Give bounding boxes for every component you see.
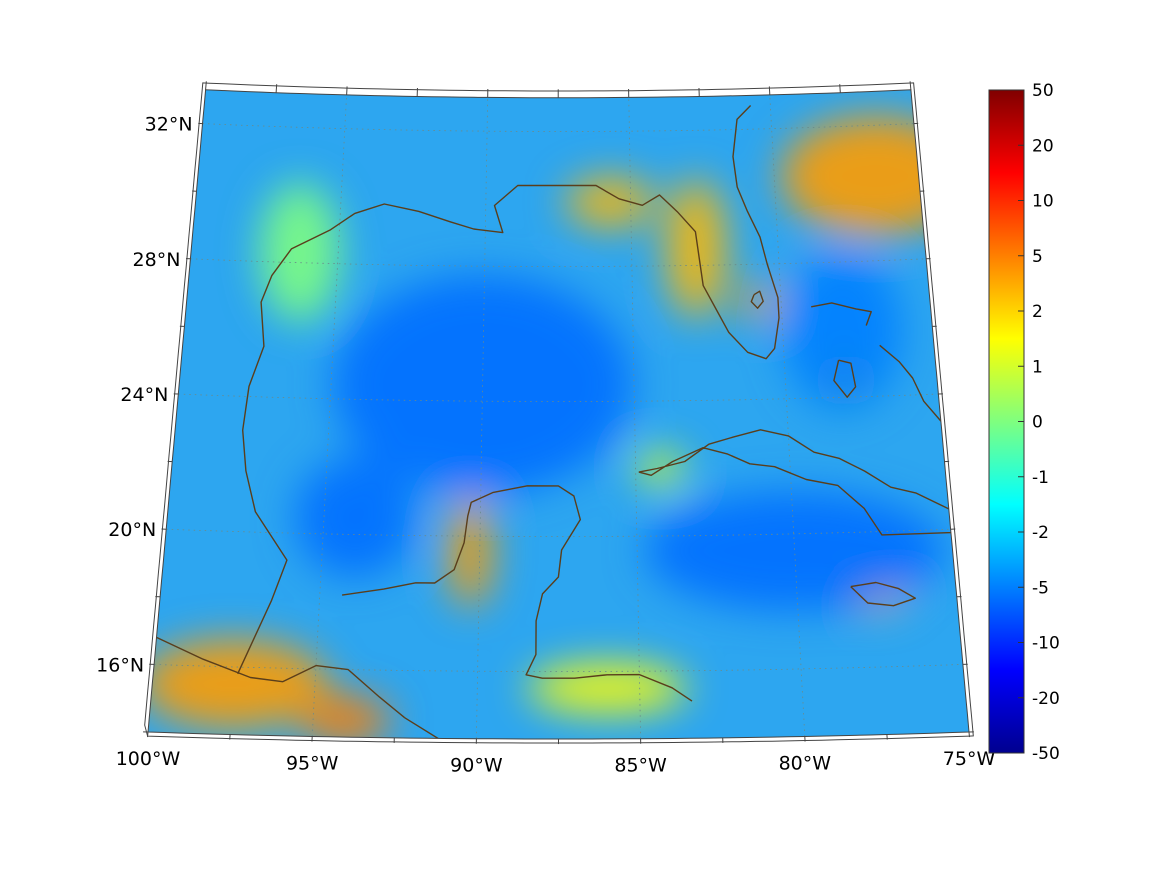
data-field — [148, 89, 969, 740]
coastline-mexico-pacific-coast — [156, 636, 406, 719]
lon-label: 100°W — [116, 748, 181, 770]
colorbar-label: 5 — [1032, 247, 1043, 267]
field-warm-lake-okeechobee — [739, 283, 776, 320]
field-warm-texas-coast — [259, 182, 340, 323]
colorbar-label: 10 — [1032, 192, 1054, 212]
latitude-labels: 32°N 28°N 24°N 20°N 16°N — [96, 114, 192, 677]
field-warm-honduras — [527, 663, 688, 714]
field-warm-yucatan-west — [448, 498, 493, 609]
lat-label: 28°N — [133, 249, 181, 271]
meridian-line — [476, 97, 489, 739]
colorbar-label: 20 — [1032, 136, 1054, 156]
field-cool-bay-of-campeche — [295, 457, 416, 578]
colorbar-label: 50 — [1032, 81, 1054, 101]
colorbar-label: 0 — [1032, 413, 1043, 433]
graticule — [148, 89, 969, 739]
lat-label: 24°N — [120, 384, 168, 406]
coastline-bahamas-east — [879, 344, 942, 422]
frame-tick — [205, 81, 207, 90]
colorbar-label: -50 — [1032, 744, 1060, 764]
colorbar-label: -5 — [1032, 578, 1049, 598]
colorbar-label: -20 — [1032, 689, 1060, 709]
coastline-andros — [833, 359, 857, 398]
field-warm-panhandle — [565, 177, 656, 228]
lat-label: 20°N — [108, 519, 156, 541]
field-warm-tehuantepec — [300, 695, 391, 740]
coastline-gulf-coast — [237, 105, 780, 675]
field-cool-atlantic-east — [782, 249, 903, 410]
frame-tick — [275, 84, 278, 93]
frame-tick — [839, 84, 841, 93]
coastline-central-america-pacific — [404, 717, 543, 740]
lon-label: 75°W — [943, 748, 996, 770]
longitude-labels: 100°W 95°W 90°W 85°W 80°W 75°W — [116, 748, 996, 777]
frame-tick — [909, 81, 912, 90]
colorbar-label: 1 — [1032, 357, 1043, 377]
lat-label: 16°N — [96, 654, 144, 676]
frame-ticks — [143, 81, 974, 745]
meridian-line — [628, 97, 641, 739]
coastline-yucatan — [342, 485, 693, 702]
field-warm-pacific-mexico — [148, 638, 329, 729]
colorbar-label: 2 — [1032, 302, 1043, 322]
lon-label: 90°W — [450, 755, 503, 777]
parallel-line — [178, 393, 939, 402]
field-warm-florida-west-coast — [666, 178, 727, 319]
map-frame-inner — [147, 89, 970, 740]
coastlines — [156, 105, 969, 740]
field-cool-caribbean — [644, 490, 945, 611]
lon-label: 95°W — [286, 752, 339, 774]
field-warm-cuba-west — [635, 450, 686, 487]
coastline-lake-okeechobee — [750, 290, 764, 309]
lon-label: 85°W — [614, 755, 667, 777]
coastline-jamaica — [850, 581, 916, 607]
colorbar-label: -2 — [1032, 523, 1049, 543]
colorbar-label: -10 — [1032, 634, 1060, 654]
coastline-bahamas-north — [811, 302, 872, 326]
lon-label: 80°W — [779, 752, 832, 774]
colorbar-label: -1 — [1032, 468, 1049, 488]
field-cool-central-gulf — [332, 274, 633, 495]
coastline-cuba — [638, 429, 969, 536]
field-warm-atlantic — [780, 116, 969, 237]
lat-label: 32°N — [145, 114, 193, 136]
